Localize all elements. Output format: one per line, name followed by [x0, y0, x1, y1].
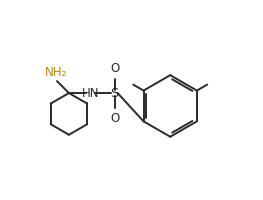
- Text: NH₂: NH₂: [45, 66, 67, 79]
- Text: HN: HN: [82, 87, 99, 100]
- Text: O: O: [110, 62, 119, 75]
- Text: O: O: [110, 112, 119, 125]
- Text: S: S: [111, 87, 119, 100]
